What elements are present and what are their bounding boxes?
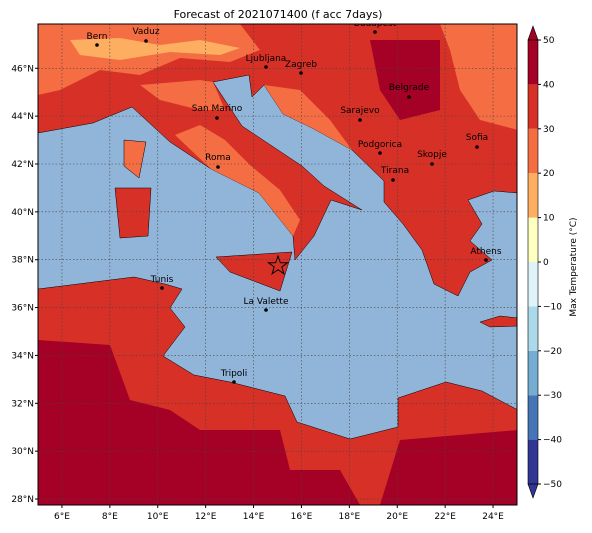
city-dot xyxy=(160,286,164,290)
city-dot xyxy=(299,71,303,75)
colorbar-tick-label: 30 xyxy=(543,125,555,135)
y-tick-label: 34°N xyxy=(11,351,34,361)
cities: Bern Vaduz Budapest Ljubljana Zagreb San… xyxy=(87,19,502,384)
colorbar-band xyxy=(528,395,538,440)
city-label: Budapest xyxy=(354,19,397,29)
crete xyxy=(479,315,517,328)
pannonia xyxy=(370,40,440,120)
y-tick-label: 30°N xyxy=(11,447,34,457)
x-tick-label: 14°E xyxy=(243,512,265,522)
city-dot xyxy=(232,380,236,384)
city-dot xyxy=(95,43,99,47)
title: Forecast of 2021071400 (f acc 7days) xyxy=(174,8,383,21)
y-tick-label: 46°N xyxy=(11,64,34,74)
colorbar-tick-label: 50 xyxy=(543,36,555,46)
city-label: Zagreb xyxy=(285,60,317,70)
x-tick-label: 20°E xyxy=(386,512,408,522)
x-tick-label: 8°E xyxy=(102,512,118,522)
city-label: Bern xyxy=(87,32,108,42)
sicily xyxy=(215,251,293,292)
colorbar-tick-label: −40 xyxy=(543,436,562,446)
city-dot xyxy=(264,308,268,312)
city-label: Athens xyxy=(470,247,501,257)
colorbar-band xyxy=(528,128,538,174)
city-label: Sarajevo xyxy=(340,106,380,116)
star-marker xyxy=(266,254,290,276)
colorbar-band xyxy=(528,173,538,218)
colorbar-band xyxy=(528,306,538,351)
colorbar-tick-label: 10 xyxy=(543,214,555,224)
y-tick-label: 38°N xyxy=(11,256,34,266)
city-label: Podgorica xyxy=(358,140,402,150)
x-tick-label: 16°E xyxy=(291,512,313,522)
colorbar-tick-label: 40 xyxy=(543,80,555,90)
libya-hot xyxy=(380,430,517,505)
city-label: Belgrade xyxy=(389,83,430,93)
city-dot xyxy=(358,118,362,122)
colorbar-band xyxy=(528,84,538,129)
y-tick-label: 28°N xyxy=(11,495,34,505)
city-dot xyxy=(264,65,268,69)
city-dot xyxy=(430,162,434,166)
x-tick-label: 24°E xyxy=(482,512,504,522)
sahara-hot xyxy=(38,340,360,505)
po-valley xyxy=(140,80,225,110)
colorbar-tick-label: −30 xyxy=(543,391,562,401)
city-label: Ljubljana xyxy=(246,54,287,64)
colorbar-tick-label: 0 xyxy=(543,258,549,268)
colorbar-band xyxy=(528,40,538,85)
x-tick-label: 18°E xyxy=(339,512,361,522)
city-label: Tripoli xyxy=(220,369,248,379)
x-tick-label: 6°E xyxy=(54,512,70,522)
corsica xyxy=(123,139,147,179)
city-dot xyxy=(407,95,411,99)
gridlines xyxy=(38,24,517,505)
city-dot xyxy=(144,39,148,43)
colorbar-tick-label: −20 xyxy=(543,347,562,357)
sardinia xyxy=(114,187,152,239)
city-dot xyxy=(378,151,382,155)
italy-coast xyxy=(175,125,300,236)
city-label: San Marino xyxy=(192,104,243,114)
colorbar-label: Max Temperature (°C) xyxy=(569,217,579,316)
y-tick-label: 40°N xyxy=(11,208,34,218)
colorbar-tick-label: 20 xyxy=(543,169,555,179)
y-tick-label: 44°N xyxy=(11,112,34,122)
colorbar-extend-bottom xyxy=(527,483,539,499)
colorbar-tick-label: −10 xyxy=(543,302,562,312)
colorbar-extend-top xyxy=(527,25,539,41)
city-label: Skopje xyxy=(417,150,447,160)
colorbar-band xyxy=(528,439,538,484)
x-tick-label: 10°E xyxy=(147,512,169,522)
city-dot xyxy=(484,258,488,262)
city-dot xyxy=(215,116,219,120)
city-label: La Valette xyxy=(244,297,289,307)
colorbar-band xyxy=(528,350,538,396)
dalmatia xyxy=(264,85,352,150)
y-tick-label: 32°N xyxy=(11,399,34,409)
y-tick-label: 36°N xyxy=(11,304,34,314)
colorbar-band xyxy=(528,262,538,307)
x-tick-label: 22°E xyxy=(434,512,456,522)
city-label: Sofia xyxy=(466,133,488,143)
colorbar-band xyxy=(528,217,538,262)
alps-cool xyxy=(70,38,240,60)
city-label: Roma xyxy=(205,153,231,163)
city-label: Tirana xyxy=(380,166,409,176)
city-dot xyxy=(391,178,395,182)
city-dot xyxy=(216,165,220,169)
north-east xyxy=(440,24,517,130)
map-area: Bern Vaduz Budapest Ljubljana Zagreb San… xyxy=(38,19,517,505)
city-label: Vaduz xyxy=(132,27,159,37)
city-label: Tunis xyxy=(150,275,174,285)
x-tick-label: 12°E xyxy=(195,512,217,522)
y-tick-label: 42°N xyxy=(11,160,34,170)
city-dot xyxy=(475,145,479,149)
city-dot xyxy=(373,30,377,34)
colorbar-tick-label: −50 xyxy=(543,480,562,490)
map-frame xyxy=(37,23,518,506)
